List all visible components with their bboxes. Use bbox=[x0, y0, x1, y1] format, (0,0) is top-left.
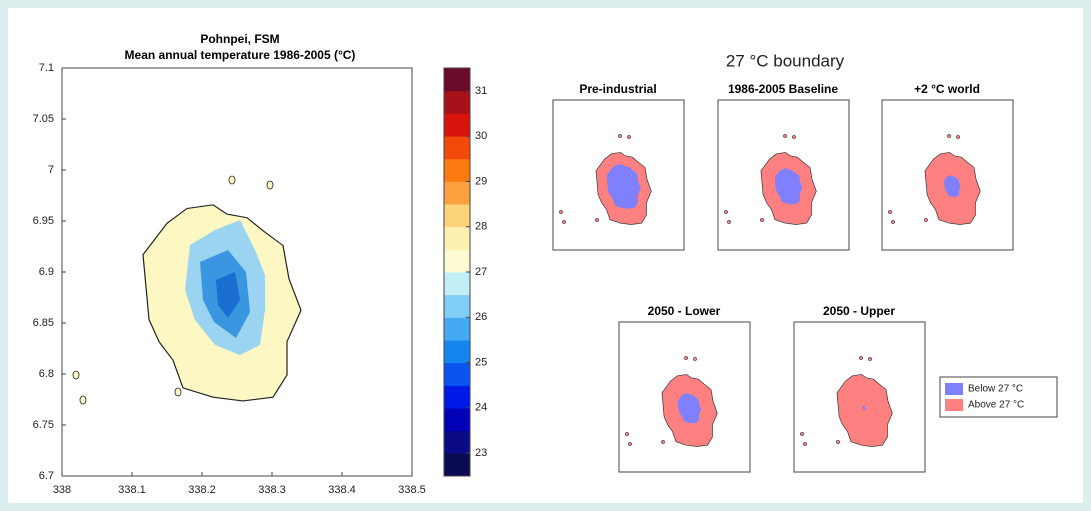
colorbar-tick-label: 25 bbox=[475, 356, 487, 368]
colorbar-segment bbox=[444, 453, 470, 477]
y-tick-label: 7 bbox=[48, 164, 54, 176]
panel-title: 2050 - Upper bbox=[823, 304, 895, 318]
colorbar-segment bbox=[444, 317, 470, 341]
islet bbox=[859, 356, 863, 360]
colorbar-segment bbox=[444, 362, 470, 386]
y-tick-label: 7.1 bbox=[39, 62, 54, 74]
colorbar-tick-label: 31 bbox=[475, 85, 487, 97]
islet bbox=[800, 432, 804, 436]
legend-swatch bbox=[945, 383, 963, 395]
colorbar-segment bbox=[444, 90, 470, 114]
islet bbox=[783, 134, 787, 138]
islet bbox=[836, 440, 840, 444]
colorbar-segment bbox=[444, 204, 470, 228]
colorbar-tick-label: 30 bbox=[475, 130, 487, 142]
colorbar-segment bbox=[444, 181, 470, 205]
x-tick-label: 338 bbox=[53, 484, 71, 496]
colorbar-segment bbox=[444, 272, 470, 296]
island-temperature bbox=[72, 175, 302, 405]
x-tick-label: 338.5 bbox=[398, 484, 426, 496]
x-tick-label: 338.1 bbox=[118, 484, 146, 496]
islet bbox=[618, 134, 622, 138]
islet bbox=[661, 440, 665, 444]
map-title: Pohnpei, FSM bbox=[200, 32, 279, 46]
x-tick-label: 338.2 bbox=[188, 484, 216, 496]
islet bbox=[627, 135, 631, 139]
islet bbox=[727, 220, 731, 224]
y-tick-label: 6.75 bbox=[33, 419, 54, 431]
panel-title: 1986-2005 Baseline bbox=[728, 82, 838, 96]
islet bbox=[625, 432, 629, 436]
colorbar-tick-label: 24 bbox=[475, 402, 487, 414]
panel-title: 2050 - Lower bbox=[648, 304, 721, 318]
islet bbox=[891, 220, 895, 224]
islet bbox=[947, 134, 951, 138]
islet bbox=[888, 210, 892, 214]
colorbar-tick-label: 28 bbox=[475, 221, 487, 233]
colorbar-segment bbox=[444, 385, 470, 409]
islet bbox=[562, 220, 566, 224]
colorbar-tick-label: 27 bbox=[475, 266, 487, 278]
islet bbox=[803, 442, 807, 446]
colorbar-segment bbox=[444, 294, 470, 318]
y-tick-label: 6.85 bbox=[33, 317, 54, 329]
panels: Pre-industrial 1986-2005 Baseline +2 °C wo… bbox=[552, 82, 1014, 473]
colorbar-segment bbox=[444, 408, 470, 432]
colorbar-tick-label: 23 bbox=[475, 447, 487, 459]
y-tick-label: 6.9 bbox=[39, 266, 54, 278]
colorbar-segment bbox=[444, 249, 470, 273]
islet bbox=[693, 357, 697, 361]
islet bbox=[924, 218, 928, 222]
x-tick-label: 338.4 bbox=[328, 484, 356, 496]
islet bbox=[868, 357, 872, 361]
colorbar-segment bbox=[444, 68, 470, 92]
colorbar bbox=[444, 68, 470, 477]
islet bbox=[559, 210, 563, 214]
legend-swatch bbox=[945, 399, 963, 411]
colorbar-segment bbox=[444, 430, 470, 454]
islet bbox=[760, 218, 764, 222]
islet bbox=[628, 442, 632, 446]
y-tick-label: 6.95 bbox=[33, 215, 54, 227]
y-tick-label: 6.7 bbox=[39, 470, 54, 482]
colorbar-segment bbox=[444, 136, 470, 160]
colorbar-tick-label: 26 bbox=[475, 311, 487, 323]
colorbar-tick-label: 29 bbox=[475, 175, 487, 187]
colorbar-segment bbox=[444, 340, 470, 364]
islet bbox=[792, 135, 796, 139]
islet bbox=[595, 218, 599, 222]
islet bbox=[724, 210, 728, 214]
colorbar-segment bbox=[444, 113, 470, 137]
legend-label: Below 27 °C bbox=[968, 384, 1023, 395]
map-title: Mean annual temperature 1986-2005 (°C) bbox=[125, 48, 356, 62]
islet bbox=[956, 135, 960, 139]
panel-title: Pre-industrial bbox=[579, 82, 656, 96]
y-tick-label: 7.05 bbox=[33, 113, 54, 125]
islet bbox=[684, 356, 688, 360]
legend-label: Above 27 °C bbox=[968, 400, 1024, 411]
x-tick-label: 338.3 bbox=[258, 484, 286, 496]
right-title: 27 °C boundary bbox=[726, 51, 845, 70]
panel-title: +2 °C world bbox=[914, 82, 980, 96]
y-tick-label: 6.8 bbox=[39, 368, 54, 380]
colorbar-segment bbox=[444, 158, 470, 182]
colorbar-segment bbox=[444, 226, 470, 250]
